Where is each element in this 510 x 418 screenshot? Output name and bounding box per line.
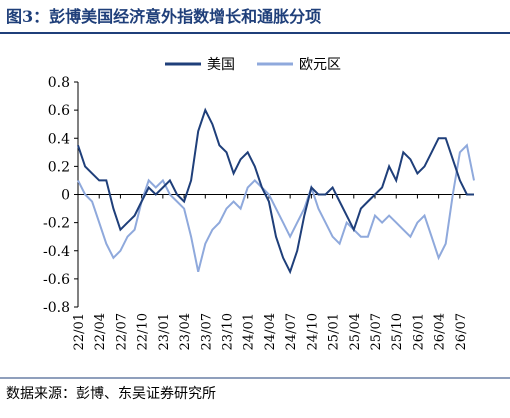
x-tick-label: 22/01 [72, 313, 87, 350]
x-tick-label: 22/07 [114, 313, 129, 350]
x-tick-label: 24/01 [242, 313, 257, 350]
y-tick-label: -0.8 [43, 300, 70, 316]
y-tick-label: 0 [61, 188, 70, 204]
x-tick-label: 25/07 [369, 313, 384, 350]
y-tick-label: 0.4 [48, 131, 70, 147]
x-tick-label: 23/10 [221, 313, 236, 350]
x-tick-label: 26/07 [454, 313, 469, 350]
x-tick-label: 24/07 [284, 313, 299, 350]
source-note: 数据来源：彭博、东吴证券研究所 [6, 385, 216, 402]
legend-label: 美国 [207, 57, 235, 73]
x-tick-label: 25/10 [390, 313, 405, 350]
x-tick-label: 26/04 [433, 313, 448, 350]
x-tick-label: 24/04 [263, 313, 278, 350]
y-tick-label: -0.2 [43, 216, 70, 232]
x-tick-label: 25/04 [348, 313, 363, 350]
legend-label: 欧元区 [299, 57, 341, 73]
x-tick-label: 24/10 [305, 313, 320, 350]
x-tick-label: 23/07 [199, 313, 214, 350]
series-line [77, 143, 475, 273]
y-tick-label: 0.8 [48, 75, 70, 91]
chart-title: 图3：彭博美国经济意外指数增长和通胀分项 [6, 7, 321, 26]
x-tick-label: 26/01 [411, 313, 426, 350]
x-tick-label: 22/04 [93, 313, 108, 350]
x-tick-label: 23/01 [157, 313, 172, 350]
y-tick-label: -0.6 [43, 272, 70, 288]
y-tick-label: 0.6 [48, 103, 70, 119]
y-tick-label: 0.2 [48, 159, 70, 175]
x-tick-label: 23/04 [178, 313, 193, 350]
x-tick-label: 22/10 [136, 313, 151, 350]
y-tick-label: -0.4 [43, 244, 70, 260]
series-line [77, 107, 474, 275]
x-tick-label: 25/01 [327, 313, 342, 350]
